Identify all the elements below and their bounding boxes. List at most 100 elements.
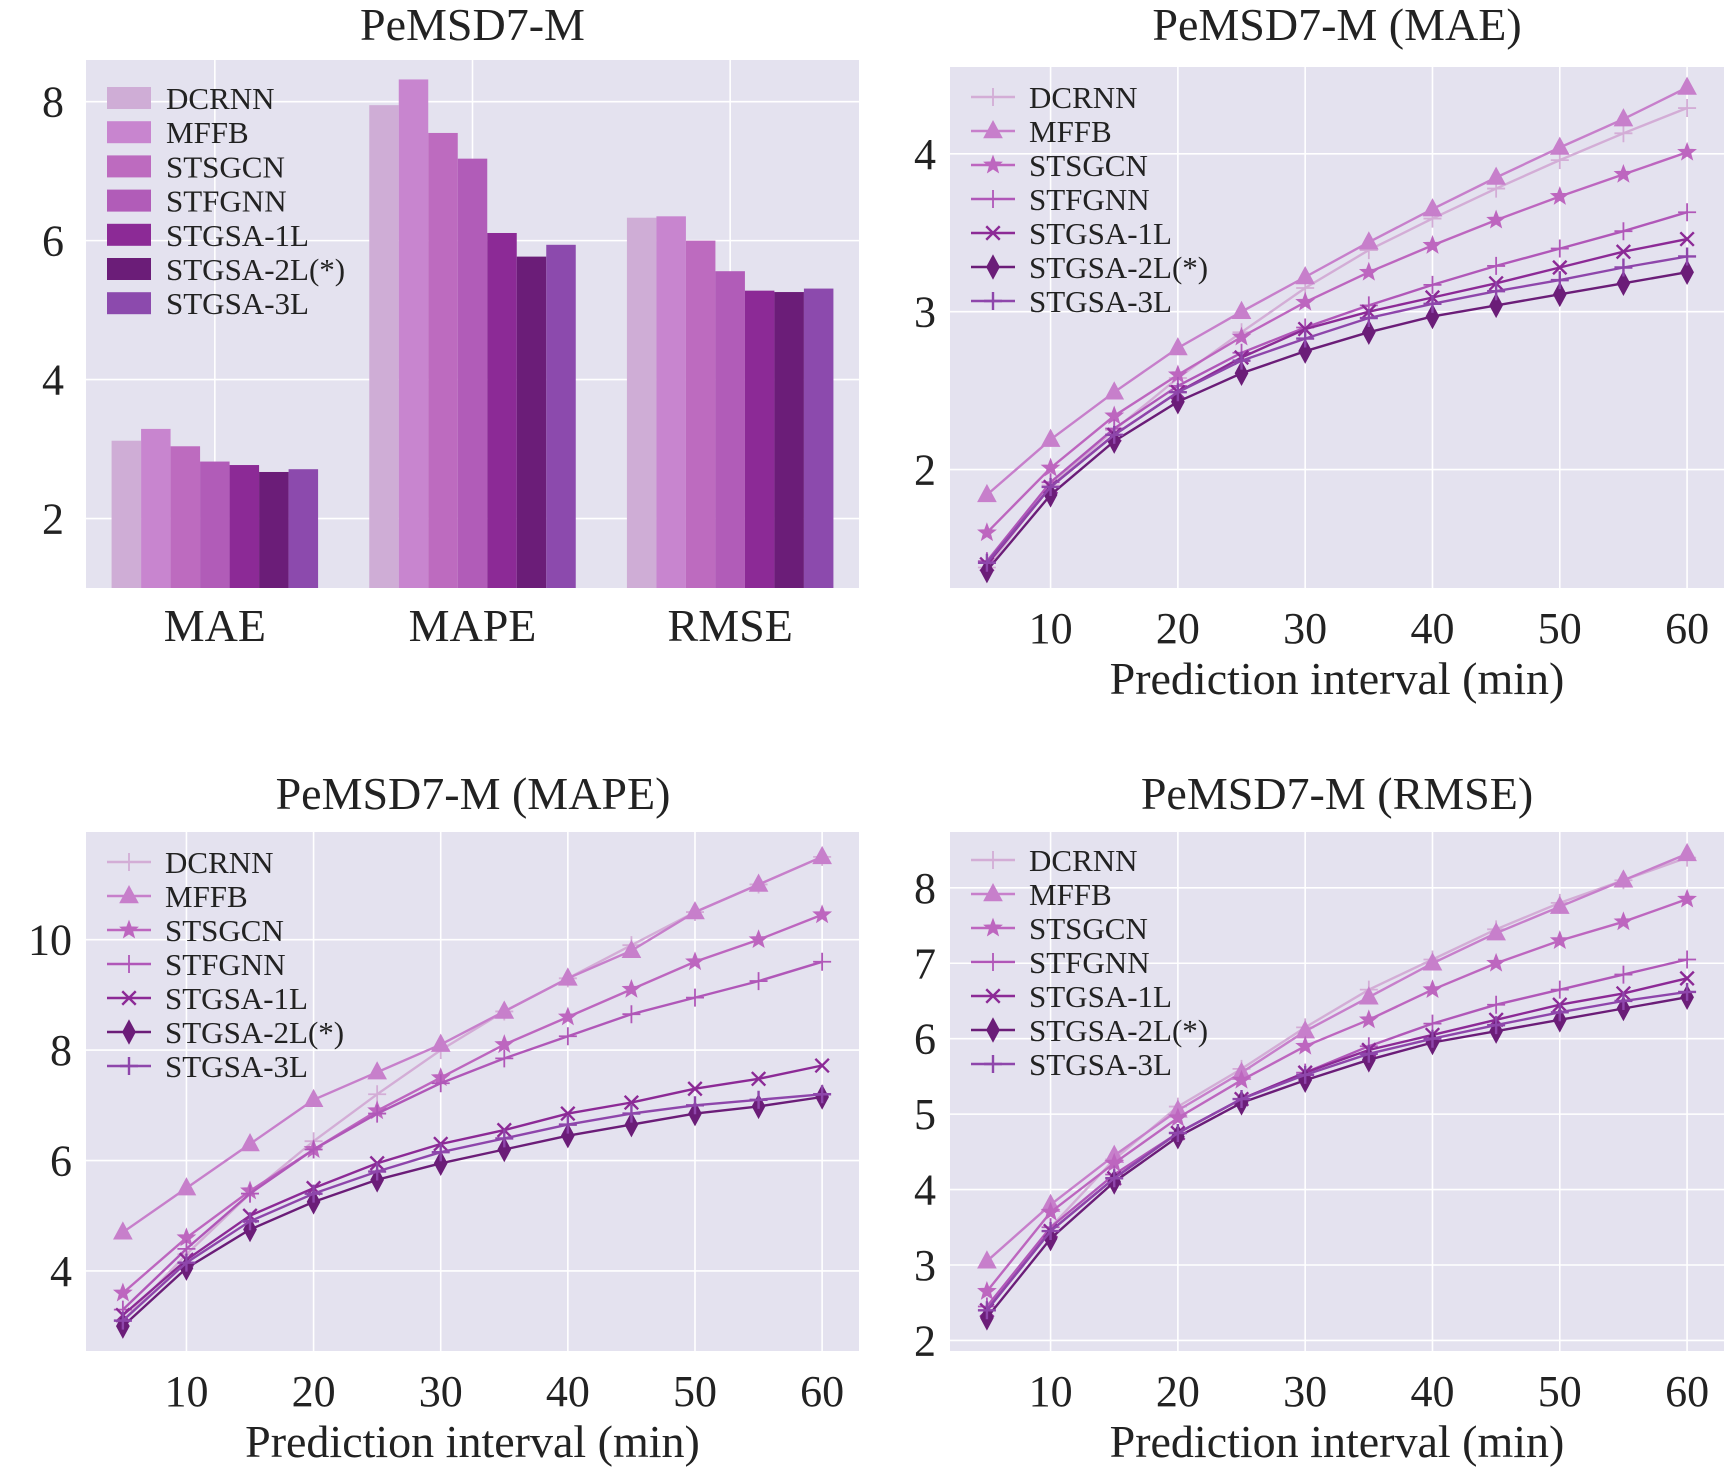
point-stgsa-2l-25 (1234, 360, 1249, 387)
point-stsgcn-30 (1295, 1035, 1316, 1055)
legend-swatch-stgsa-2l (107, 258, 151, 280)
legend-swatch-mffb (107, 121, 151, 144)
point-mffb-55 (1613, 108, 1634, 127)
point-stfgnn-20 (304, 1140, 323, 1159)
point-mffb-10 (176, 1177, 197, 1196)
x-tick-label: 40 (1410, 604, 1454, 653)
point-stsgcn-60 (1677, 141, 1697, 161)
x-tick-label: 10 (1029, 604, 1073, 653)
bar-stgsa-3l-mae (288, 469, 319, 588)
point-mffb-5 (977, 1250, 997, 1269)
legend-label-stgsa-3l: STGSA-3L (1029, 1047, 1172, 1082)
x-tick-label: 30 (1283, 1367, 1327, 1416)
point-mffb-25 (1231, 300, 1252, 319)
point-stsgcn-30 (1295, 291, 1316, 311)
point-stgsa-2l-30 (1298, 338, 1313, 364)
x-tick-label: 30 (1283, 604, 1327, 653)
legend-label-stgsa-2l: STGSA-2L(*) (1029, 250, 1208, 285)
point-dcrnn-25 (368, 1085, 387, 1104)
y-tick-label: 4 (914, 130, 936, 179)
point-mffb-40 (1422, 952, 1443, 971)
series-line-stfgnn (985, 958, 1688, 1308)
point-stgsa-3l-60 (1678, 247, 1697, 266)
legend-label-dcrnn: DCRNN (1029, 843, 1138, 878)
point-stfgnn-55 (749, 972, 768, 991)
point-stsgcn-50 (1549, 930, 1570, 950)
point-mffb-35 (1358, 231, 1379, 250)
point-stgsa-2l-35 (1361, 319, 1376, 345)
series-mffb (977, 842, 1697, 1269)
point-mffb-50 (1549, 136, 1570, 155)
point-stsgcn-25 (1231, 326, 1252, 346)
bar-stgsa-1l-mae (229, 465, 260, 588)
legend-marker-stsgcn (983, 917, 1003, 937)
legend-marker-mffb (983, 120, 1003, 139)
bar-stfgnn-mape (457, 158, 488, 588)
point-stfgnn-50 (685, 988, 704, 1007)
point-mffb-60 (1677, 842, 1697, 862)
point-stgsa-3l-30 (1296, 329, 1315, 348)
line-chart-panel-3: 10 20 30 40 50 60 2 3 4 5 6 7 8 Prediction interval (… (914, 768, 1724, 1467)
legend-marker-stgsa-1l (985, 225, 1001, 241)
point-stgsa-1l-30 (1297, 321, 1313, 337)
point-stsgcn-35 (1358, 1009, 1379, 1029)
point-stgsa-1l-60 (814, 1057, 830, 1074)
point-stgsa-3l-5 (977, 553, 996, 572)
series-line-stgsa-1l (122, 1064, 823, 1317)
series-stsgcn (977, 888, 1697, 1300)
series-stgsa-3l (977, 982, 1697, 1320)
point-stsgcn-5 (977, 522, 997, 542)
legend-marker-stfgnn (984, 953, 1002, 971)
y-tick-label: 3 (914, 1241, 936, 1290)
y-tick-label: 4 (42, 356, 64, 405)
point-stgsa-1l-40 (560, 1105, 576, 1122)
x-tick-label: 20 (1156, 1367, 1200, 1416)
point-mffb-45 (1486, 922, 1506, 941)
point-stgsa-2l-45 (1489, 292, 1503, 319)
series-line-stsgcn (122, 913, 823, 1294)
series-stgsa-3l (977, 247, 1697, 572)
category-label-mae: MAE (164, 600, 266, 651)
point-stsgcn-55 (1613, 911, 1634, 931)
point-stgsa-3l-10 (177, 1253, 196, 1272)
panel-title: PeMSD7-M (RMSE) (1141, 768, 1533, 819)
point-stgsa-3l-35 (1359, 309, 1378, 328)
series-stgsa-3l (113, 1085, 832, 1330)
point-stsgcn-60 (812, 904, 833, 924)
point-stsgcn-60 (1677, 888, 1697, 908)
point-stsgcn-5 (977, 1280, 997, 1300)
point-mffb-55 (748, 873, 769, 892)
point-stgsa-3l-50 (685, 1096, 704, 1115)
point-stgsa-3l-55 (749, 1090, 768, 1109)
legend-swatch-stgsa-1l (107, 223, 151, 246)
x-tick-label: 40 (546, 1367, 590, 1416)
series-stsgcn (977, 141, 1697, 542)
legend-label-mffb: MFFB (1029, 114, 1112, 149)
legend-label-stsgcn: STSGCN (1029, 148, 1148, 183)
y-tick-label: 4 (50, 1247, 72, 1296)
x-axis-label: Prediction interval (min) (1110, 653, 1565, 704)
category-label-mape: MAPE (409, 600, 537, 651)
legend-label-stgsa-2l: STGSA-2L(*) (1029, 1013, 1208, 1048)
bar-stgsa-3l-rmse (803, 288, 834, 588)
point-mffb-20 (303, 1088, 324, 1108)
legend-label-stgsa-2l: STGSA-2L(*) (165, 1015, 344, 1050)
legend-marker-stgsa-2l (122, 1019, 136, 1045)
point-stgsa-3l-60 (813, 1085, 832, 1104)
legend-label-stsgcn: STSGCN (1029, 911, 1148, 946)
plot-area (86, 832, 859, 1351)
point-stgsa-3l-35 (495, 1129, 514, 1148)
point-stsgcn-35 (1358, 261, 1379, 281)
point-stgsa-2l-20 (1171, 388, 1185, 415)
point-stfgnn-40 (558, 1027, 577, 1046)
x-tick-label: 50 (1538, 1367, 1582, 1416)
series-mffb (113, 845, 832, 1240)
point-stsgcn-35 (494, 1034, 515, 1054)
point-stgsa-2l-55 (1616, 270, 1631, 297)
point-stfgnn-55 (1614, 965, 1633, 984)
point-stgsa-3l-25 (1232, 351, 1251, 370)
y-tick-label: 10 (28, 916, 72, 965)
bar-stgsa-2l-rmse (774, 292, 804, 588)
